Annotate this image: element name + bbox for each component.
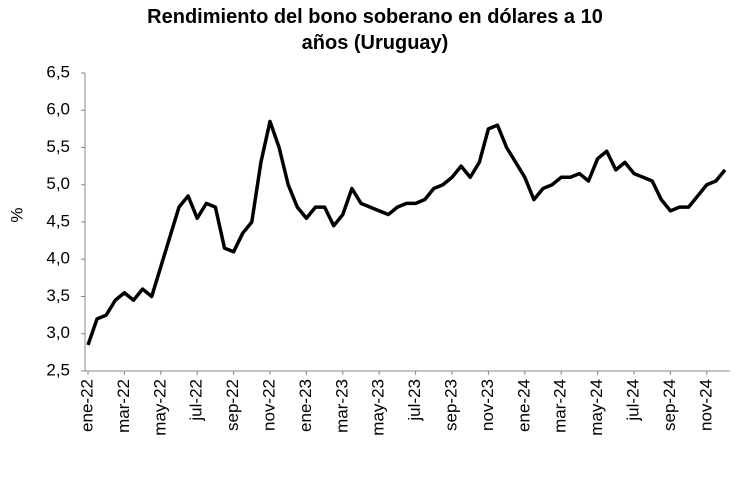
y-tick-label: 3,5 [46, 286, 70, 305]
x-tick-label: jul-23 [405, 379, 424, 422]
y-tick-label: 5,0 [46, 174, 70, 193]
x-tick-label: may-23 [369, 379, 388, 436]
x-tick-label: jul-22 [187, 379, 206, 422]
x-tick-label: sep-22 [223, 379, 242, 431]
x-tick-label: may-22 [150, 379, 169, 436]
y-tick-label: 6,5 [46, 62, 70, 81]
x-tick-label: may-24 [587, 379, 606, 436]
x-tick-label: ene-24 [514, 379, 533, 432]
x-tick-label: ene-22 [77, 379, 96, 432]
x-tick-label: sep-24 [660, 379, 679, 431]
x-tick-label: jul-24 [623, 379, 642, 422]
x-tick-label: mar-23 [332, 379, 351, 433]
y-tick-label: 4,0 [46, 249, 70, 268]
x-tick-label: nov-22 [259, 379, 278, 431]
x-tick-label: mar-22 [114, 379, 133, 433]
y-axis-label: % [7, 207, 26, 222]
chart-title: Rendimiento del bono soberano en dólares… [147, 6, 603, 54]
y-tick-label: 5,5 [46, 137, 70, 156]
y-tick-label: 6,0 [46, 100, 70, 119]
y-tick-label: 4,5 [46, 211, 70, 230]
y-tick-label: 2,5 [46, 360, 70, 379]
x-tick-label: ene-23 [296, 379, 315, 432]
x-tick-label: nov-23 [478, 379, 497, 431]
x-tick-label: mar-24 [551, 379, 570, 433]
line [86, 119, 727, 346]
y-tick-label: 3,0 [46, 323, 70, 342]
x-tick-label: sep-23 [441, 379, 460, 431]
x-tick-label: nov-24 [696, 379, 715, 431]
